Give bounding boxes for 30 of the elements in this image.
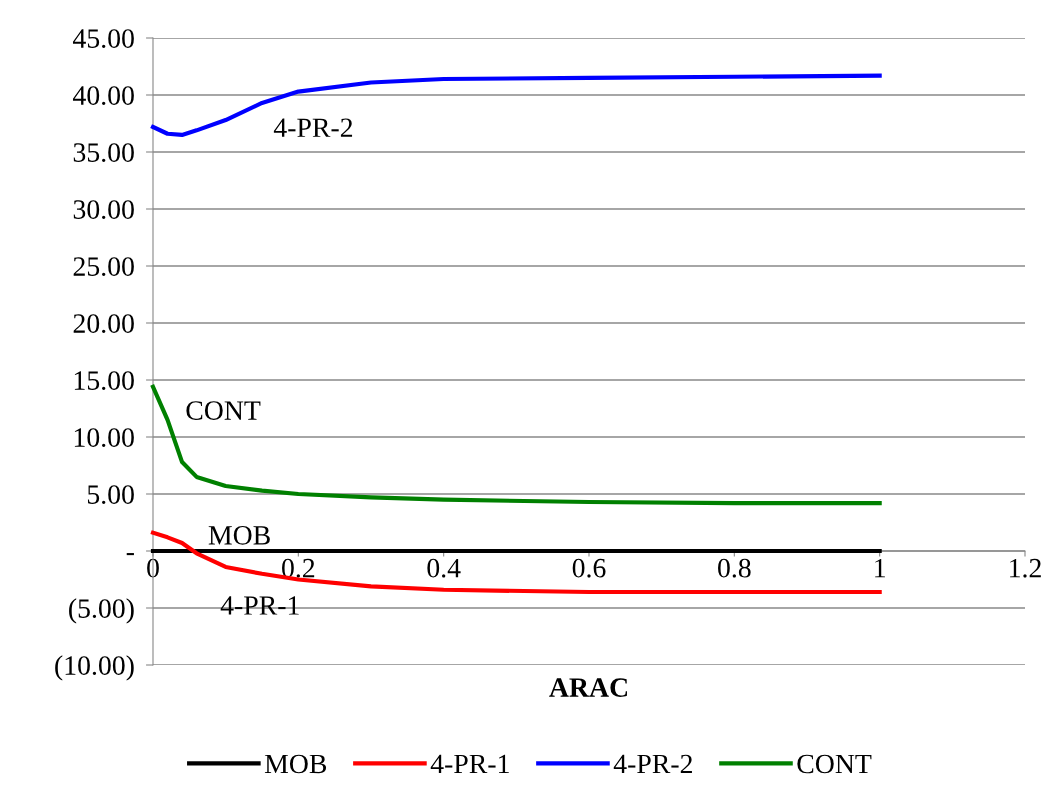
x-tick-label: 1	[875, 558, 885, 578]
text: 4-PR-1	[220, 596, 299, 615]
legend-label: 4-PR-2	[613, 754, 692, 774]
x-tick-label: 0	[147, 558, 159, 578]
y-tick-label: 45.00	[72, 29, 134, 49]
line-series	[150, 384, 882, 506]
y-tick-label: -	[126, 553, 134, 556]
x-tick-label: 0.6	[572, 558, 606, 578]
line-series	[150, 73, 882, 137]
x-axis-title: ARAC	[549, 678, 627, 697]
y-tick-label: 20.00	[73, 314, 134, 334]
x-tick-label: 0.4	[427, 558, 461, 578]
x-tick-label: 1.2	[1010, 558, 1041, 578]
y-tick-label: 40.00	[72, 86, 134, 106]
x-tick-label: 0.2	[282, 558, 315, 578]
y-tick-label: 35.00	[73, 143, 134, 163]
legend-label: 4-PR-1	[430, 754, 509, 774]
text: 4-PR-2	[273, 118, 353, 137]
text: MOB	[208, 526, 270, 545]
legend-label: MOB	[264, 754, 327, 774]
y-tick-label: (10.00)	[55, 655, 134, 681]
y-tick-label: (5.00)	[69, 598, 134, 624]
y-tick-label: 30.00	[73, 200, 134, 220]
y-tick-label: 5.00	[87, 485, 134, 505]
y-tick-label: 10.00	[74, 428, 134, 448]
y-tick-label: 15.00	[74, 371, 134, 391]
y-tick-label: 25.00	[73, 257, 134, 277]
text: CONT	[186, 401, 261, 420]
x-tick-label: 0.8	[718, 558, 751, 578]
legend-label: CONT	[797, 754, 872, 774]
